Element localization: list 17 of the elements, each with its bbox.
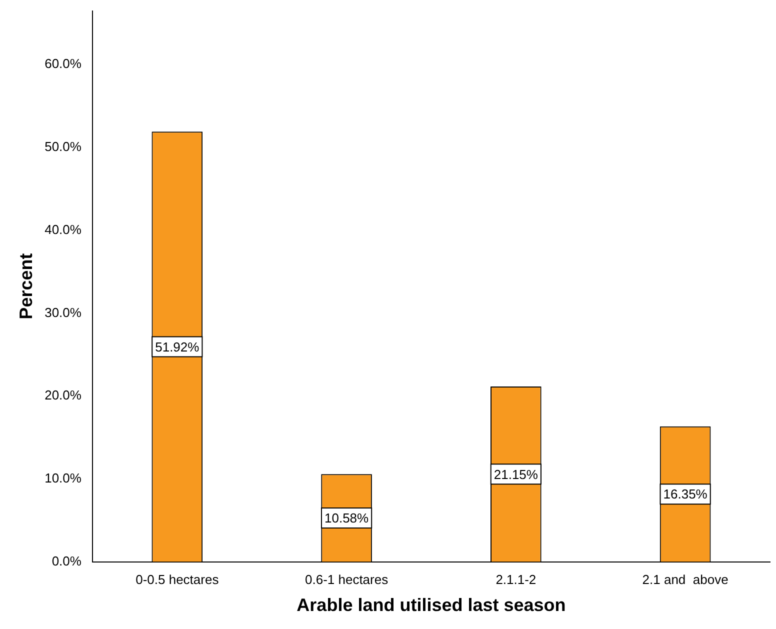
x-tick-label: 2.1.1-2 xyxy=(496,572,536,588)
data-label: 51.92% xyxy=(155,339,200,354)
y-tick-label: 50.0% xyxy=(44,139,82,154)
x-tick-label: 2.1 and above xyxy=(642,572,728,588)
y-tick-label: 30.0% xyxy=(44,304,82,320)
y-tick-label: 60.0% xyxy=(44,56,82,72)
y-tick-label: 40.0% xyxy=(44,222,82,237)
y-tick-label: 10.0% xyxy=(44,470,82,486)
data-label: 16.35% xyxy=(663,486,708,502)
x-tick-label: 0.6-1 hectares xyxy=(304,572,389,588)
x-tick-label: 0-0.5 hectares xyxy=(136,572,220,588)
y-tick-label: 0.0% xyxy=(52,553,82,568)
y-tick-label: 20.0% xyxy=(44,388,82,403)
data-label: 21.15% xyxy=(494,466,538,482)
y-axis-title: Percent xyxy=(16,253,36,320)
x-axis-title: Arable land utilised last season xyxy=(296,595,566,616)
data-label: 10.58% xyxy=(324,510,370,526)
